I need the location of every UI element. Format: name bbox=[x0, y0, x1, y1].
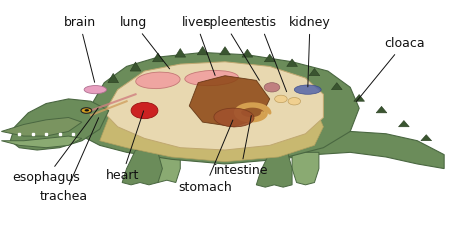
Ellipse shape bbox=[288, 98, 301, 105]
Polygon shape bbox=[122, 150, 162, 185]
Ellipse shape bbox=[274, 95, 287, 103]
Polygon shape bbox=[332, 83, 342, 90]
Ellipse shape bbox=[84, 86, 107, 94]
Polygon shape bbox=[399, 121, 409, 127]
Polygon shape bbox=[175, 49, 186, 57]
Polygon shape bbox=[10, 99, 109, 150]
Polygon shape bbox=[1, 118, 82, 136]
Circle shape bbox=[85, 109, 89, 111]
Text: esophagus: esophagus bbox=[12, 108, 98, 184]
Ellipse shape bbox=[214, 108, 254, 127]
Ellipse shape bbox=[131, 102, 158, 119]
Text: testis: testis bbox=[243, 16, 287, 92]
Polygon shape bbox=[354, 94, 364, 101]
Text: spleen: spleen bbox=[203, 16, 259, 80]
Polygon shape bbox=[108, 73, 118, 83]
Polygon shape bbox=[376, 106, 387, 113]
Ellipse shape bbox=[136, 72, 180, 89]
Polygon shape bbox=[256, 152, 292, 187]
Polygon shape bbox=[1, 136, 82, 148]
Polygon shape bbox=[421, 135, 432, 141]
Text: cloaca: cloaca bbox=[356, 37, 424, 102]
Polygon shape bbox=[242, 49, 253, 57]
Polygon shape bbox=[264, 54, 275, 62]
Polygon shape bbox=[189, 76, 270, 127]
Text: stomach: stomach bbox=[178, 120, 233, 194]
Text: trachea: trachea bbox=[40, 118, 99, 203]
Circle shape bbox=[81, 108, 92, 113]
Text: heart: heart bbox=[105, 111, 144, 182]
Text: intestine: intestine bbox=[213, 116, 268, 177]
Ellipse shape bbox=[294, 85, 321, 94]
Polygon shape bbox=[220, 47, 230, 55]
Polygon shape bbox=[197, 47, 208, 55]
Ellipse shape bbox=[185, 70, 238, 86]
Ellipse shape bbox=[264, 83, 280, 92]
Polygon shape bbox=[82, 52, 359, 164]
Text: brain: brain bbox=[63, 16, 96, 82]
Polygon shape bbox=[130, 62, 141, 71]
Polygon shape bbox=[100, 85, 324, 162]
Text: kidney: kidney bbox=[289, 16, 331, 87]
Polygon shape bbox=[149, 152, 180, 183]
Polygon shape bbox=[279, 131, 444, 168]
Polygon shape bbox=[153, 53, 163, 62]
Text: liver: liver bbox=[182, 16, 215, 75]
Text: lung: lung bbox=[120, 16, 170, 69]
Polygon shape bbox=[287, 59, 297, 67]
Polygon shape bbox=[104, 62, 324, 150]
Polygon shape bbox=[309, 68, 320, 76]
Polygon shape bbox=[292, 152, 319, 185]
